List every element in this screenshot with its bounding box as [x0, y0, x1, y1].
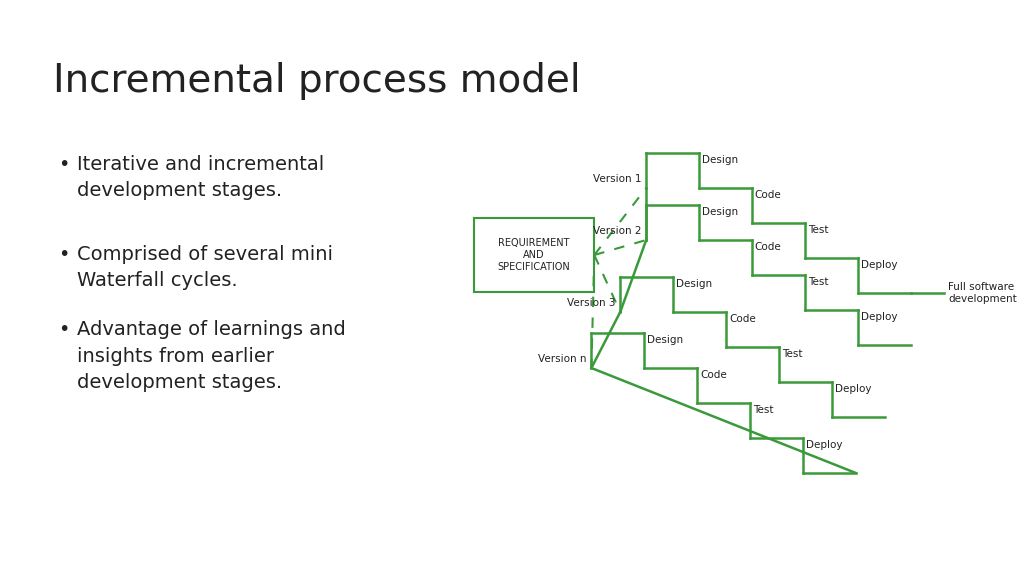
Text: Design: Design [702, 207, 738, 217]
Text: Test: Test [781, 349, 802, 359]
Text: Version 1: Version 1 [593, 174, 641, 184]
Text: Design: Design [647, 335, 683, 345]
Text: Design: Design [702, 155, 738, 165]
Text: •: • [57, 155, 69, 174]
Text: Version n: Version n [538, 354, 587, 364]
Text: •: • [57, 245, 69, 264]
Text: REQUIREMENT
AND
SPECIFICATION: REQUIREMENT AND SPECIFICATION [498, 238, 570, 272]
Text: Design: Design [676, 279, 712, 289]
Text: Test: Test [808, 277, 828, 287]
Text: Code: Code [755, 242, 781, 252]
Bar [474, 218, 594, 292]
Text: Iterative and incremental
development stages.: Iterative and incremental development st… [77, 155, 325, 200]
Text: Code: Code [700, 370, 727, 380]
Text: Deploy: Deploy [860, 312, 897, 322]
Text: Version 2: Version 2 [593, 226, 641, 236]
Text: Test: Test [753, 405, 773, 415]
Text: Advantage of learnings and
insights from earlier
development stages.: Advantage of learnings and insights from… [77, 320, 346, 392]
Text: Deploy: Deploy [860, 260, 897, 270]
Text: Full software
development: Full software development [948, 282, 1017, 304]
Text: Code: Code [729, 314, 756, 324]
Text: Code: Code [755, 190, 781, 200]
Text: Deploy: Deploy [806, 440, 843, 450]
Text: •: • [57, 320, 69, 339]
Text: Test: Test [808, 225, 828, 235]
Text: Incremental process model: Incremental process model [53, 62, 581, 100]
Text: Version 3: Version 3 [567, 298, 615, 308]
Text: Deploy: Deploy [835, 384, 871, 394]
Text: Comprised of several mini
Waterfall cycles.: Comprised of several mini Waterfall cycl… [77, 245, 333, 290]
